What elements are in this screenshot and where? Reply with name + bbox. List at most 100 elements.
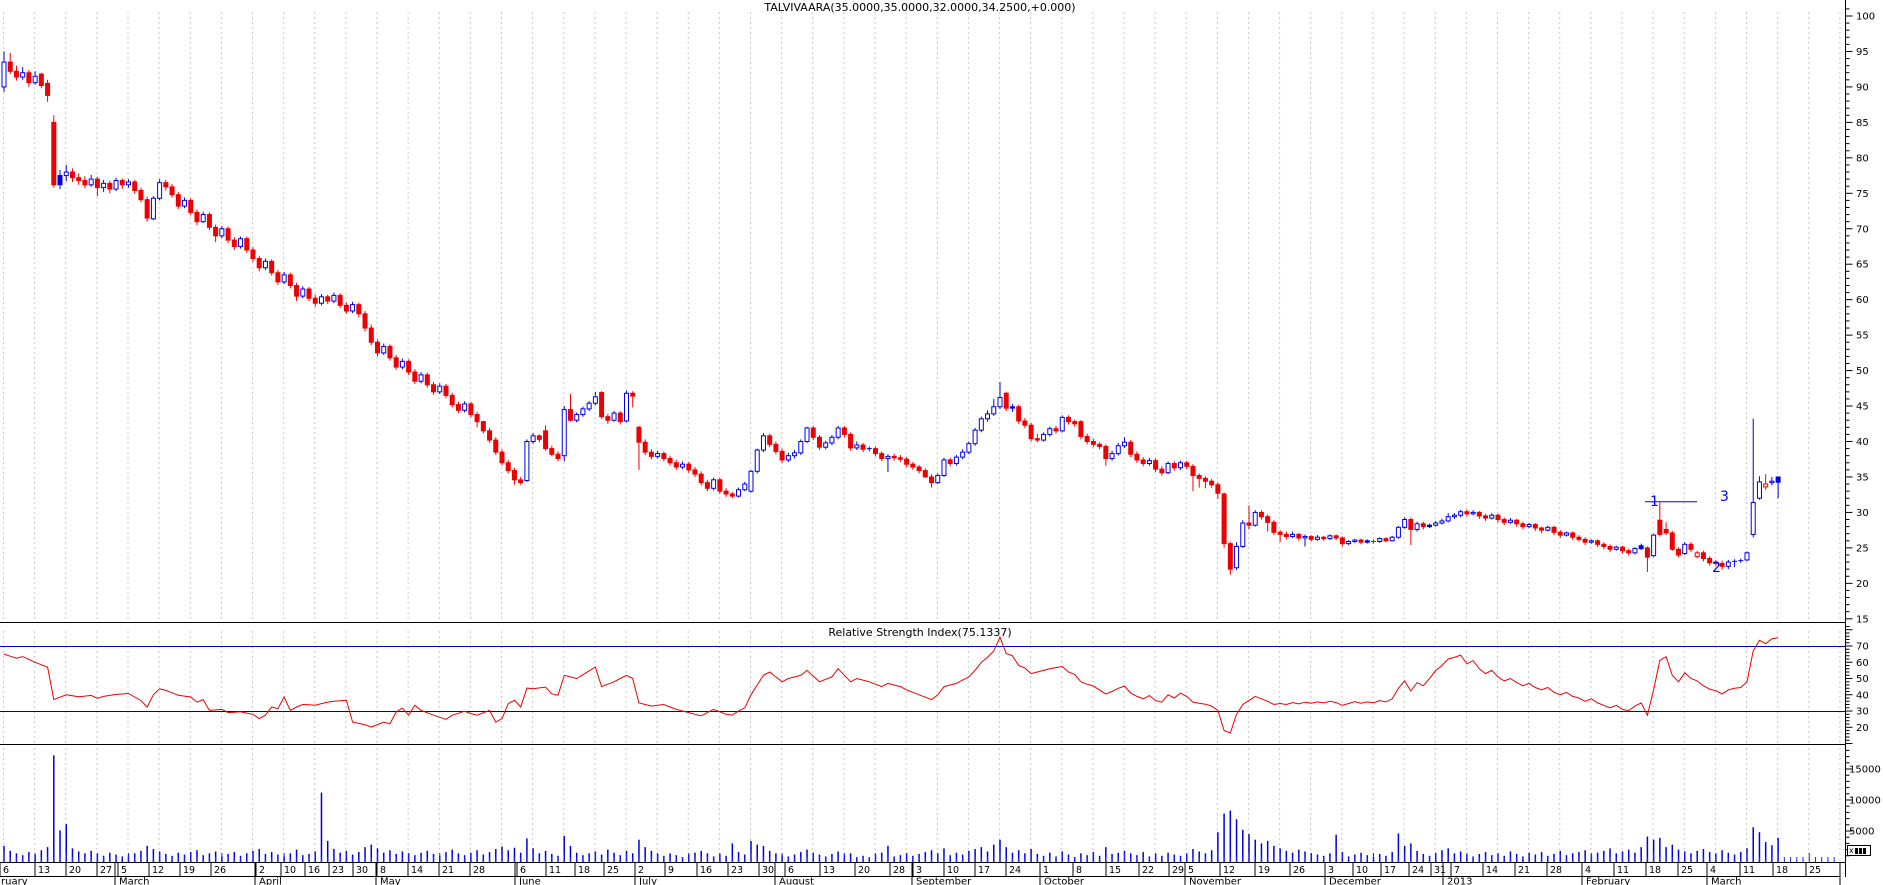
week-label: 5 (121, 865, 127, 876)
volume-bars (3, 755, 1779, 862)
week-label: 16 (308, 865, 320, 876)
rsi-axis-label: 60 (1856, 658, 1869, 669)
week-label: 21 (442, 865, 454, 876)
week-label: 4 (1710, 865, 1716, 876)
week-label: 10 (284, 865, 296, 876)
week-label: 24 (1009, 865, 1021, 876)
week-label: 25 (1681, 865, 1693, 876)
week-label: 17 (978, 865, 990, 876)
week-label: 22 (1142, 865, 1154, 876)
price-axis-label: 40 (1856, 437, 1869, 448)
price-axis-label: 65 (1856, 260, 1869, 271)
week-label: 21 (1518, 865, 1530, 876)
week-label: 14 (411, 865, 423, 876)
annotation-label-3[interactable]: 3 (1720, 489, 1729, 505)
week-label: 11 (1617, 865, 1629, 876)
week-label: 30 (762, 865, 774, 876)
week-label: 18 (1776, 865, 1788, 876)
price-axis-label: 75 (1856, 189, 1869, 200)
price-axis-label: 25 (1856, 543, 1869, 554)
month-label: ruary (1, 877, 28, 885)
price-axis-label: 60 (1856, 295, 1869, 306)
chart-title: TALVIVAARA(35.0000,35.0000,32.0000,34.25… (764, 1, 1076, 14)
week-label: 28 (473, 865, 485, 876)
week-label: 7 (1454, 865, 1460, 876)
week-label: 6 (520, 865, 526, 876)
week-label: 9 (668, 865, 674, 876)
month-label: December (1329, 877, 1382, 885)
week-label: 6 (3, 865, 9, 876)
week-label: 17 (1384, 865, 1396, 876)
month-label: 2013 (1447, 877, 1472, 885)
price-axis-label: 85 (1856, 118, 1869, 129)
week-label: 4 (1585, 865, 1591, 876)
week-label: 12 (1223, 865, 1235, 876)
week-label: 29 (1172, 865, 1184, 876)
rsi-panel-title: Relative Strength Index(75.1337) (828, 626, 1012, 639)
volume-axis-label: 15000 (1849, 765, 1881, 776)
annotation-label-2[interactable]: 2 (1712, 560, 1721, 576)
y-axis: 100 95 90 85 80 75 70 65 60 55 50 45 40 35 30 25 20 15 70 6… (1845, 0, 1881, 877)
price-axis-label: 45 (1856, 402, 1869, 413)
close-icon[interactable]: x (1849, 845, 1854, 855)
week-label: 31 (1434, 865, 1446, 876)
week-label: 27 (100, 865, 112, 876)
candlesticks (1, 51, 1781, 575)
week-label: 26 (214, 865, 226, 876)
price-axis-label: 95 (1856, 47, 1869, 58)
rsi-axis-label: 70 (1856, 642, 1869, 653)
week-label: 24 (1412, 865, 1424, 876)
price-axis-label: 100 (1856, 12, 1875, 23)
rsi-line (3, 635, 1779, 734)
week-label: 3 (916, 865, 922, 876)
price-axis-label: 50 (1856, 366, 1869, 377)
week-label: 18 (578, 865, 590, 876)
month-label: November (1189, 877, 1242, 885)
price-axis-label: 15 (1856, 614, 1869, 625)
week-label: 8 (380, 865, 386, 876)
month-label: August (779, 877, 814, 885)
week-label: 10 (947, 865, 959, 876)
volume-bar-icon (1854, 847, 1858, 854)
week-label: 1 (1043, 865, 1049, 876)
month-label: July (638, 877, 657, 885)
volume-axis-label: 5000 (1849, 827, 1874, 838)
rsi-level-lines (0, 646, 1845, 713)
price-axis-label: 70 (1856, 224, 1869, 235)
week-label: 19 (1258, 865, 1270, 876)
week-label: 10 (1356, 865, 1368, 876)
week-label: 28 (893, 865, 905, 876)
week-label: 16 (700, 865, 712, 876)
week-label: 18 (1649, 865, 1661, 876)
week-label: 5 (1188, 865, 1194, 876)
month-label: June (518, 877, 541, 885)
month-label: February (1586, 877, 1630, 885)
volume-axis-label: 10000 (1849, 796, 1881, 807)
week-label: 14 (1486, 865, 1498, 876)
week-label: 3 (1328, 865, 1334, 876)
month-label: March (119, 877, 149, 885)
mini-toolbar[interactable]: x (1847, 845, 1871, 856)
month-label: April (259, 877, 282, 885)
week-label: 2 (638, 865, 644, 876)
price-axis-label: 30 (1856, 508, 1869, 519)
week-label: 25 (607, 865, 619, 876)
week-label: 8 (1076, 865, 1082, 876)
volume-bar-icon (1862, 847, 1866, 854)
week-label: 26 (1293, 865, 1305, 876)
week-label: 28 (1550, 865, 1562, 876)
panel-dividers (0, 622, 1845, 877)
week-label: 15 (1109, 865, 1121, 876)
annotation-label-1[interactable]: 1 (1650, 494, 1659, 510)
gridlines (3, 12, 1841, 861)
week-label: 2 (259, 865, 265, 876)
volume-bar-icon (1858, 847, 1862, 854)
week-label: 13 (823, 865, 835, 876)
week-label: 12 (152, 865, 164, 876)
week-label: 25 (1809, 865, 1821, 876)
x-axis: 6 13 20 27 5 12 19 26 2 10 16 23 30 8 14 21 28 6 11 18 25 2 9 1… (0, 853, 1841, 885)
annotations: 1 2 3 (1645, 489, 1729, 576)
week-label: 20 (69, 865, 81, 876)
